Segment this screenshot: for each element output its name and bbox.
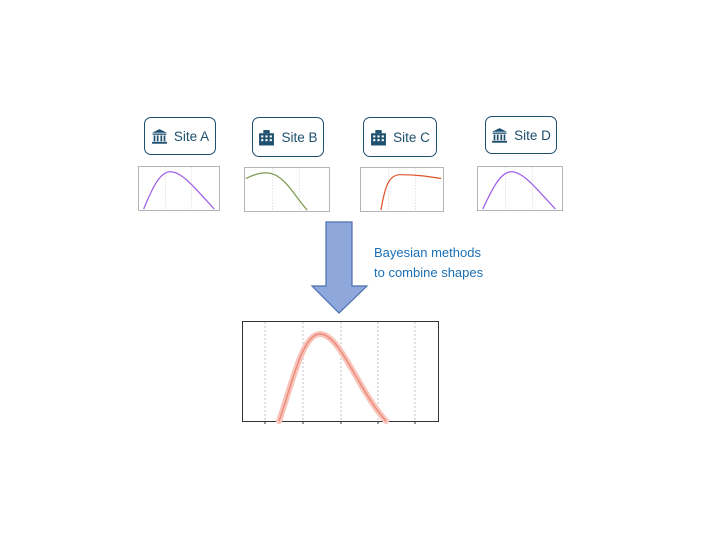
site-d-box: Site D (485, 116, 557, 154)
site-c-curve-plot (360, 167, 444, 212)
site-d-curve-plot (477, 166, 563, 211)
caption: Bayesian methods to combine shapes (374, 243, 483, 283)
site-a-box: Site A (144, 117, 216, 155)
down-arrow (310, 221, 369, 314)
site-d-label: Site D (514, 127, 551, 143)
site-a-curve (143, 171, 215, 210)
site-b-label: Site B (281, 129, 318, 145)
site-d-curve (482, 171, 556, 210)
site-a-curve-plot (138, 166, 220, 211)
combined-curve-plot (242, 321, 439, 424)
institution-icon (492, 127, 508, 143)
site-b-curve-plot (244, 167, 330, 212)
building-icon (371, 129, 387, 145)
institution-icon (151, 128, 167, 144)
caption-line-1: Bayesian methods (374, 245, 481, 260)
site-c-label: Site C (393, 129, 430, 145)
site-a-label: Site A (173, 128, 210, 144)
site-c-box: Site C (363, 117, 437, 157)
combined-curve (278, 333, 387, 422)
site-c-curve (380, 174, 442, 211)
site-b-box: Site B (252, 117, 324, 157)
site-b-curve (245, 172, 308, 211)
building-icon (259, 129, 275, 145)
caption-line-2: to combine shapes (374, 265, 484, 280)
